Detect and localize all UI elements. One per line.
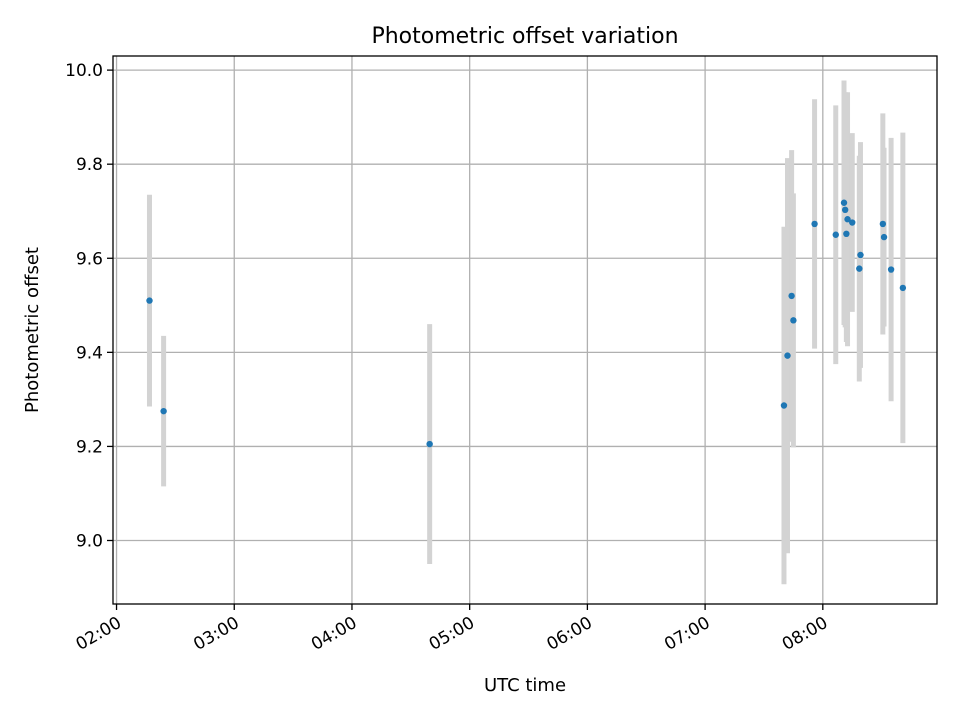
data-point bbox=[811, 220, 818, 228]
data-point bbox=[843, 230, 850, 238]
plot-frame bbox=[112, 55, 938, 605]
data-point bbox=[780, 402, 788, 409]
x-tick-label: 04:00 bbox=[308, 613, 360, 655]
x-tick-label: 05:00 bbox=[426, 613, 478, 655]
data-point bbox=[784, 352, 791, 359]
error-bars bbox=[146, 80, 906, 585]
data-point bbox=[880, 233, 888, 241]
x-axis-ticks: 02:00 03:00 04:00 05:00 06:00 07:00 08:00 bbox=[73, 604, 831, 655]
chart-title: Photometric offset variation bbox=[371, 24, 678, 49]
data-point bbox=[849, 219, 856, 226]
data-point bbox=[856, 265, 863, 272]
x-tick-label: 07:00 bbox=[661, 613, 713, 655]
data-point bbox=[899, 284, 907, 292]
data-point bbox=[857, 251, 864, 259]
y-tick-label: 9.8 bbox=[76, 155, 103, 175]
data-point bbox=[841, 206, 849, 214]
x-axis-label: UTC time bbox=[484, 675, 566, 696]
data-point bbox=[840, 199, 848, 206]
x-tick-label: 02:00 bbox=[73, 613, 125, 655]
data-points bbox=[146, 199, 907, 448]
data-point bbox=[887, 266, 895, 273]
y-axis-ticks: 9.0 9.2 9.4 9.6 9.8 10.0 bbox=[65, 61, 113, 551]
x-tick-label: 06:00 bbox=[543, 613, 595, 655]
data-point bbox=[160, 407, 167, 415]
y-axis-label: Photometric offset bbox=[22, 247, 43, 413]
y-tick-label: 9.6 bbox=[76, 249, 103, 269]
data-point bbox=[879, 220, 887, 228]
x-tick-label: 03:00 bbox=[190, 613, 242, 655]
data-point bbox=[426, 440, 433, 448]
data-point bbox=[788, 292, 795, 300]
grid-lines bbox=[113, 56, 937, 604]
data-point bbox=[146, 297, 153, 304]
y-tick-label: 9.0 bbox=[76, 531, 103, 551]
data-point bbox=[844, 216, 851, 223]
data-point bbox=[832, 231, 839, 238]
data-point bbox=[790, 317, 797, 324]
y-tick-label: 9.4 bbox=[76, 343, 103, 363]
x-tick-label: 08:00 bbox=[779, 613, 831, 655]
y-tick-label: 9.2 bbox=[76, 437, 103, 457]
y-tick-label: 10.0 bbox=[65, 61, 103, 81]
